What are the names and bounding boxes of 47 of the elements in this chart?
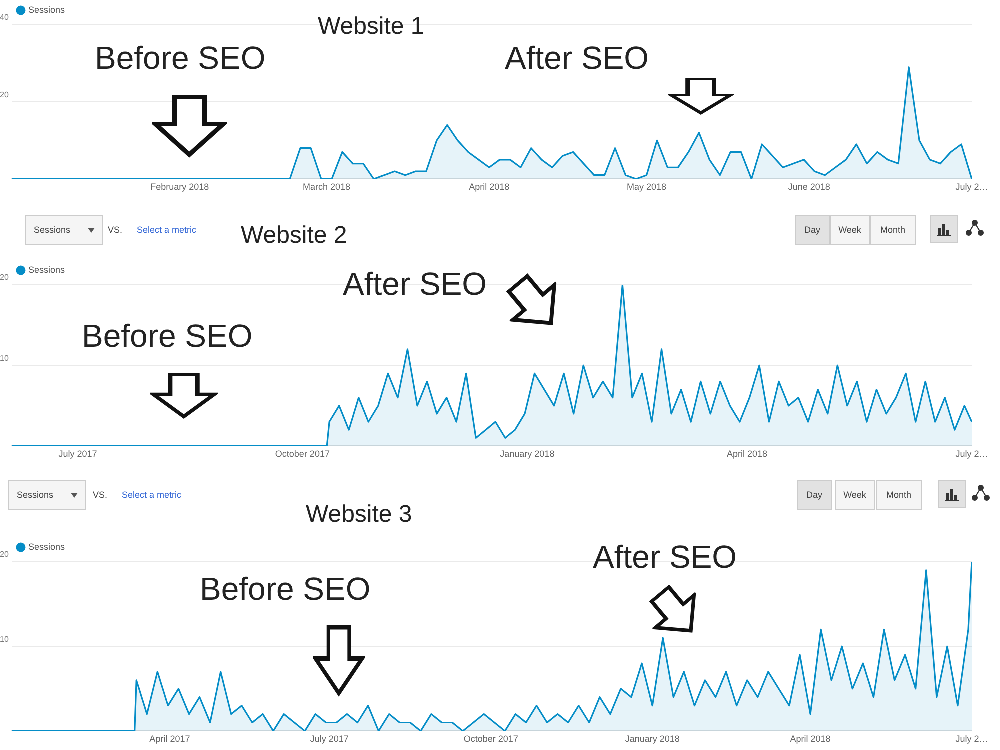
- text: Day: [795, 215, 830, 245]
- x-tick-label: April 2017: [150, 734, 190, 744]
- text: Month: [870, 215, 916, 245]
- x-tick-label: February 2018: [150, 182, 210, 192]
- text: Week: [835, 480, 875, 510]
- x-tick-label: October 2017: [275, 449, 330, 460]
- chart-title: Website 1: [318, 13, 424, 41]
- annotation: After SEO: [505, 40, 650, 77]
- annotation: After SEO: [593, 539, 738, 576]
- y-tick-label: 20: [0, 90, 10, 100]
- x-tick-label: April 2018: [727, 449, 768, 460]
- text: Month: [876, 480, 922, 510]
- y-tick-label: 20: [0, 550, 10, 560]
- x-tick-label: July 2…: [956, 449, 988, 460]
- y-tick-label: 10: [0, 634, 10, 644]
- text: Select a metric: [137, 225, 197, 235]
- text: Week: [830, 215, 870, 245]
- legend-label: Sessions: [28, 264, 66, 275]
- chart-title: Website 3: [306, 501, 412, 529]
- annotation: After SEO: [343, 266, 488, 303]
- text: Select a metric: [122, 490, 182, 500]
- x-tick-label: July 2017: [310, 734, 349, 744]
- dropdown: Sessions: [25, 215, 103, 245]
- y-tick-label: 40: [0, 13, 10, 22]
- annotation: Before SEO: [200, 571, 371, 608]
- x-tick-label: October 2017: [464, 734, 518, 744]
- x-tick-label: January 2018: [625, 734, 680, 744]
- x-tick-label: January 2018: [500, 449, 555, 460]
- annotation: Before SEO: [95, 40, 266, 77]
- annotation: Before SEO: [82, 318, 253, 355]
- x-tick-label: March 2018: [302, 182, 351, 192]
- x-tick-label: April 2018: [790, 734, 831, 744]
- x-tick-label: July 2…: [956, 734, 988, 744]
- x-tick-label: May 2018: [626, 182, 667, 192]
- y-tick-label: 20: [0, 273, 10, 282]
- chart-title: Website 2: [241, 222, 348, 250]
- dropdown: Sessions: [8, 480, 86, 510]
- text: VS.: [93, 490, 108, 500]
- x-tick-label: June 2018: [788, 182, 830, 192]
- text: Day: [797, 480, 832, 510]
- x-tick-label: July 2…: [956, 182, 988, 192]
- x-tick-label: April 2018: [469, 182, 510, 192]
- legend-label: Sessions: [28, 542, 66, 552]
- x-tick-label: July 2017: [58, 449, 98, 460]
- text: VS.: [108, 225, 123, 235]
- y-tick-label: 10: [0, 354, 10, 363]
- legend-label: Sessions: [28, 4, 66, 15]
